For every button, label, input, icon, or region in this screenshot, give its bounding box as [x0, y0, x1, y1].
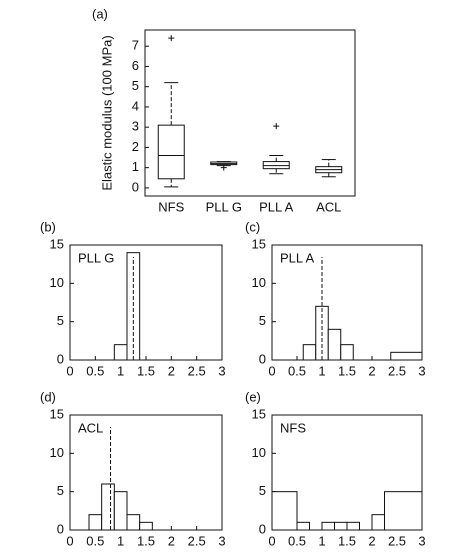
x-tick-label: PLL G	[206, 199, 242, 214]
x-tick-label: 1	[318, 363, 325, 378]
histogram-bar	[296, 521, 310, 531]
y-tick-label: 10	[50, 275, 64, 290]
y-tick-label: 5	[259, 483, 266, 498]
axes-frame	[271, 414, 423, 531]
outlier	[220, 164, 227, 171]
panel-label: (e)	[245, 389, 261, 404]
y-tick-label: 0	[57, 351, 64, 366]
y-tick-label: 6	[132, 58, 139, 73]
x-tick-label: 0.5	[86, 363, 104, 378]
histogram-bar	[346, 521, 360, 531]
x-tick-label: 1.5	[137, 363, 155, 378]
panel-label: (b)	[40, 219, 56, 234]
axes-frame	[144, 29, 356, 197]
histogram-bar	[340, 344, 354, 361]
histogram-bar	[321, 521, 335, 531]
axes-frame	[69, 244, 223, 361]
x-tick-label: 0	[66, 533, 73, 548]
x-tick-label: 2.5	[388, 533, 406, 548]
x-tick-label: 2.5	[188, 363, 206, 378]
x-tick-label: 1.5	[137, 533, 155, 548]
histogram-bar	[113, 491, 128, 531]
x-tick-label: 1.5	[338, 363, 356, 378]
x-tick-label: 3	[418, 533, 425, 548]
x-tick-label: 0	[66, 363, 73, 378]
panel-label: (a)	[92, 6, 108, 21]
y-tick-label: 15	[50, 236, 64, 251]
y-tick-label: 10	[50, 445, 64, 460]
x-tick-label: ACL	[316, 199, 341, 214]
x-tick-label: PLL A	[259, 199, 294, 214]
y-tick-label: 3	[132, 119, 139, 134]
box	[157, 124, 185, 180]
histogram-bar	[390, 351, 423, 361]
y-tick-label: 7	[132, 38, 139, 53]
y-tick-label: 15	[252, 406, 266, 421]
y-tick-label: 10	[252, 275, 266, 290]
x-tick-label: 0	[268, 533, 275, 548]
y-tick-label: 0	[132, 179, 139, 194]
axes-frame	[69, 414, 223, 531]
y-tick-label: 0	[259, 351, 266, 366]
panel-text: ACL	[78, 420, 103, 435]
y-tick-label: 0	[259, 521, 266, 536]
histogram-bar	[271, 491, 298, 531]
y-tick-label: 1	[132, 159, 139, 174]
x-tick-label: 2	[168, 533, 175, 548]
panel-text: PLL A	[280, 250, 315, 265]
histogram-bar	[334, 521, 348, 531]
x-tick-label: 0.5	[86, 533, 104, 548]
x-tick-label: 3	[218, 533, 225, 548]
x-tick-label: 3	[218, 363, 225, 378]
histogram-bar	[327, 328, 342, 361]
axes-frame	[271, 244, 423, 361]
x-tick-label: NFS	[158, 199, 184, 214]
x-tick-label: 2	[368, 533, 375, 548]
x-tick-label: 1	[117, 533, 124, 548]
histogram-bar	[371, 514, 385, 531]
panel-label: (d)	[40, 389, 56, 404]
x-tick-label: 3	[418, 363, 425, 378]
y-tick-label: 15	[252, 236, 266, 251]
y-tick-label: 4	[132, 98, 139, 113]
x-tick-label: 1	[318, 533, 325, 548]
histogram-bar	[302, 344, 317, 361]
y-tick-label: 15	[50, 406, 64, 421]
y-tick-label: 5	[259, 313, 266, 328]
histogram-bar	[113, 344, 128, 361]
x-tick-label: 0.5	[288, 363, 306, 378]
panel-label: (c)	[245, 219, 260, 234]
x-tick-label: 2	[368, 363, 375, 378]
x-tick-label: 2.5	[388, 363, 406, 378]
x-tick-label: 0	[268, 363, 275, 378]
y-tick-label: 0	[57, 521, 64, 536]
histogram-bar	[88, 514, 103, 531]
y-tick-label: 5	[57, 313, 64, 328]
x-tick-label: 0.5	[288, 533, 306, 548]
y-tick-label: 5	[57, 483, 64, 498]
x-tick-label: 1	[117, 363, 124, 378]
y-tick-label: 2	[132, 139, 139, 154]
histogram-bar	[384, 491, 423, 531]
x-tick-label: 2.5	[188, 533, 206, 548]
y-tick-label: 5	[132, 78, 139, 93]
y-tick-label: 10	[252, 445, 266, 460]
x-tick-label: 1.5	[338, 533, 356, 548]
outlier	[273, 123, 280, 130]
x-tick-label: 2	[168, 363, 175, 378]
panel-text: PLL G	[78, 250, 114, 265]
box	[262, 161, 290, 170]
y-axis-label: Elastic modulus (100 MPa)	[99, 35, 114, 190]
panel-text: NFS	[280, 420, 306, 435]
histogram-bar	[101, 483, 115, 531]
histogram-bar	[139, 521, 153, 531]
outlier	[168, 35, 175, 42]
histogram-bar	[126, 514, 141, 531]
